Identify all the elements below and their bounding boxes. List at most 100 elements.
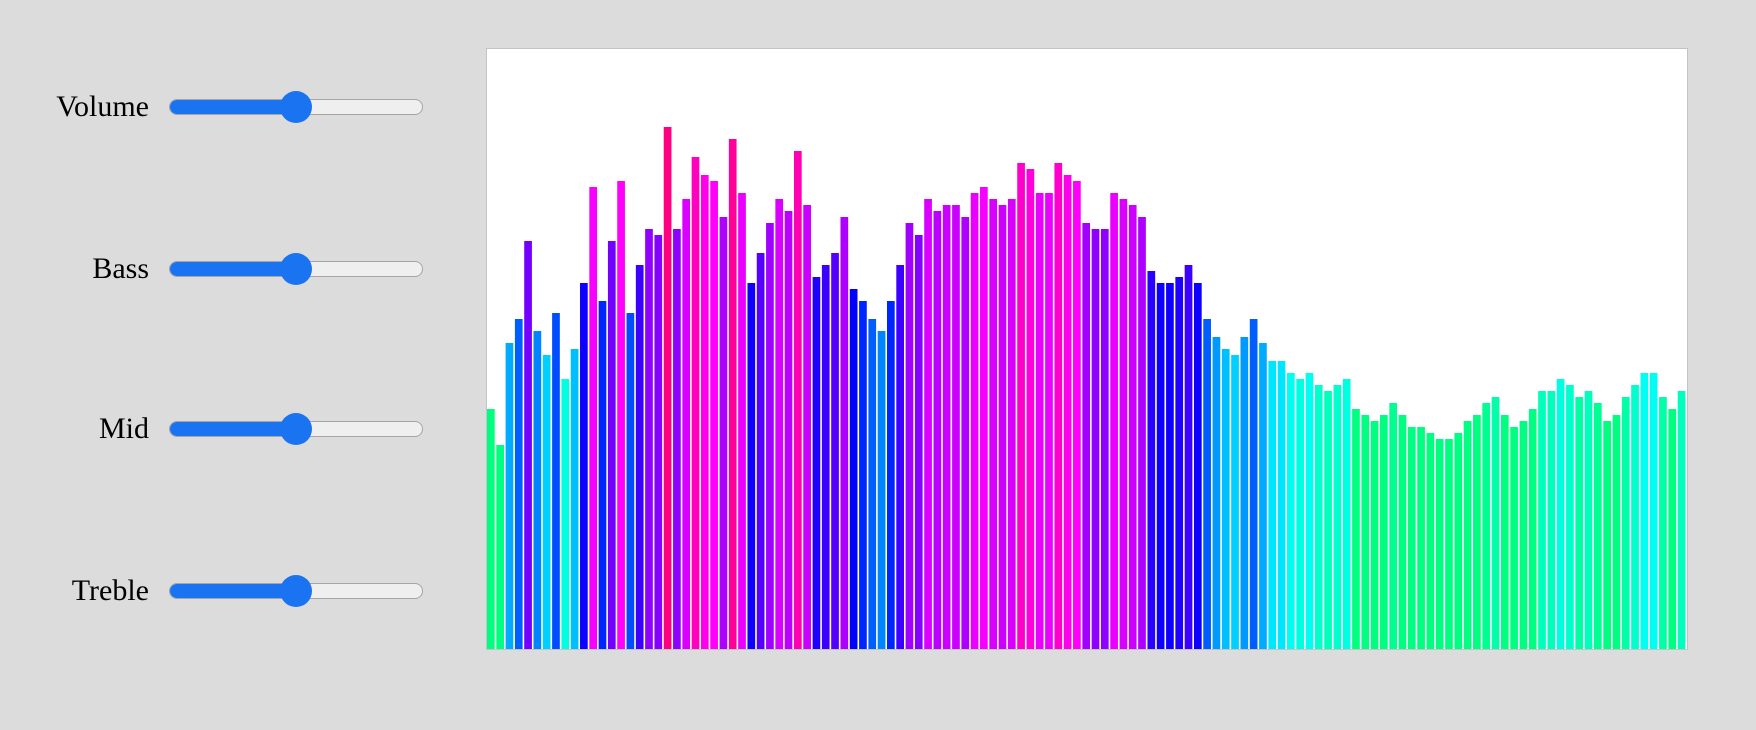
treble-slider[interactable] [169,575,423,607]
spectrum-bar [924,199,932,649]
spectrum-bar [1314,385,1323,649]
spectrum-bar [1240,337,1249,649]
spectrum-bar [775,199,784,649]
spectrum-bar [682,199,691,649]
spectrum-bar [1361,415,1370,649]
spectrum-bar [933,211,942,649]
spectrum-bar [905,223,914,649]
bass-slider[interactable] [169,253,423,285]
mid-slider-thumb[interactable] [280,413,312,445]
spectrum-bar [654,235,663,649]
spectrum-bar [803,205,811,649]
spectrum-bar [961,217,970,649]
spectrum-bar [859,301,867,649]
spectrum-bar [849,289,858,649]
spectrum-bar [998,205,1007,649]
spectrum-bar [561,379,570,649]
spectrum-bar [1110,193,1118,649]
spectrum-bar [1556,379,1565,649]
spectrum-bar [1659,397,1667,649]
spectrum-bar [877,331,886,649]
spectrum-bar [691,157,700,649]
spectrum-bar [1640,373,1649,649]
spectrum-bar [1193,283,1202,649]
spectrum-bar [1528,409,1537,649]
spectrum-bar [1277,361,1286,649]
spectrum-bar [1156,283,1165,649]
spectrum-bar [1612,415,1621,649]
spectrum-bar [1370,421,1379,649]
spectrum-bar [700,175,709,649]
spectrum-bar [589,187,598,649]
spectrum-bar [1203,319,1211,649]
spectrum-bar [542,355,551,649]
volume-slider-thumb[interactable] [280,91,312,123]
spectrum-bar [1538,391,1546,649]
spectrum-bar [673,229,681,649]
mid-slider[interactable] [169,413,423,445]
spectrum-bar [1212,337,1221,649]
spectrum-bar [756,253,765,649]
spectrum-bar [1575,397,1584,649]
spectrum-bar [887,301,895,649]
spectrum-bar [1249,319,1258,649]
spectrum-bar [1268,361,1277,649]
spectrum-bar [1417,427,1425,649]
spectrum-bar [980,187,988,649]
spectrum-bar [1333,385,1342,649]
spectrum-bar [663,127,672,649]
spectrum-bar [580,283,588,649]
mid-control: Mid [0,409,440,449]
spectrum-bar [487,409,495,649]
volume-slider[interactable] [169,91,423,123]
spectrum-bar [1007,199,1016,649]
spectrum-bar [617,181,625,649]
treble-label: Treble [71,574,149,607]
spectrum-bar [635,265,644,649]
spectrum-bar [793,151,802,649]
spectrum-bar [1035,193,1044,649]
spectrum-bar [1045,193,1053,649]
spectrum-bar [821,265,830,649]
spectrum-bar [766,223,774,649]
spectrum-bar [1445,439,1453,649]
spectrum-bar [868,319,877,649]
spectrum-bar [1063,175,1072,649]
spectrum-bar [1305,373,1314,649]
spectrum-bar [1296,379,1304,649]
spectrum-bar [1026,169,1035,649]
spectrum-bar [747,283,756,649]
bass-control: Bass [0,249,440,289]
spectrum-bar [1407,427,1416,649]
spectrum-bar [1621,397,1630,649]
bass-slider-thumb[interactable] [280,253,312,285]
spectrum-bar [1380,415,1388,649]
spectrum-bar [552,313,560,649]
spectrum-bar [1482,403,1491,649]
spectrum-bar [784,211,793,649]
spectrum-bar [1100,229,1109,649]
spectrum-bar [1463,421,1472,649]
spectrum-bar [1491,397,1500,649]
bass-slider-fill [170,262,296,276]
spectrum-bar [1166,283,1174,649]
spectrum-bar [570,349,579,649]
spectrum-bar [533,331,542,649]
spectrum-bar [1054,163,1063,649]
spectrum-bar [1091,229,1100,649]
spectrum-chart [487,127,1686,649]
spectrum-bar [598,301,607,649]
bass-label: Bass [92,252,149,285]
spectrum-bar [1426,433,1435,649]
spectrum-bar [1082,223,1091,649]
spectrum-bar [1454,433,1463,649]
volume-control: Volume [0,87,440,127]
spectrum-bar [942,205,951,649]
spectrum-bar [1398,415,1407,649]
spectrum-bar [1566,385,1574,649]
treble-slider-thumb[interactable] [280,575,312,607]
spectrum-bar [914,235,923,649]
spectrum-bar [1128,205,1137,649]
spectrum-bar [1221,349,1230,649]
spectrum-bar [1389,403,1398,649]
